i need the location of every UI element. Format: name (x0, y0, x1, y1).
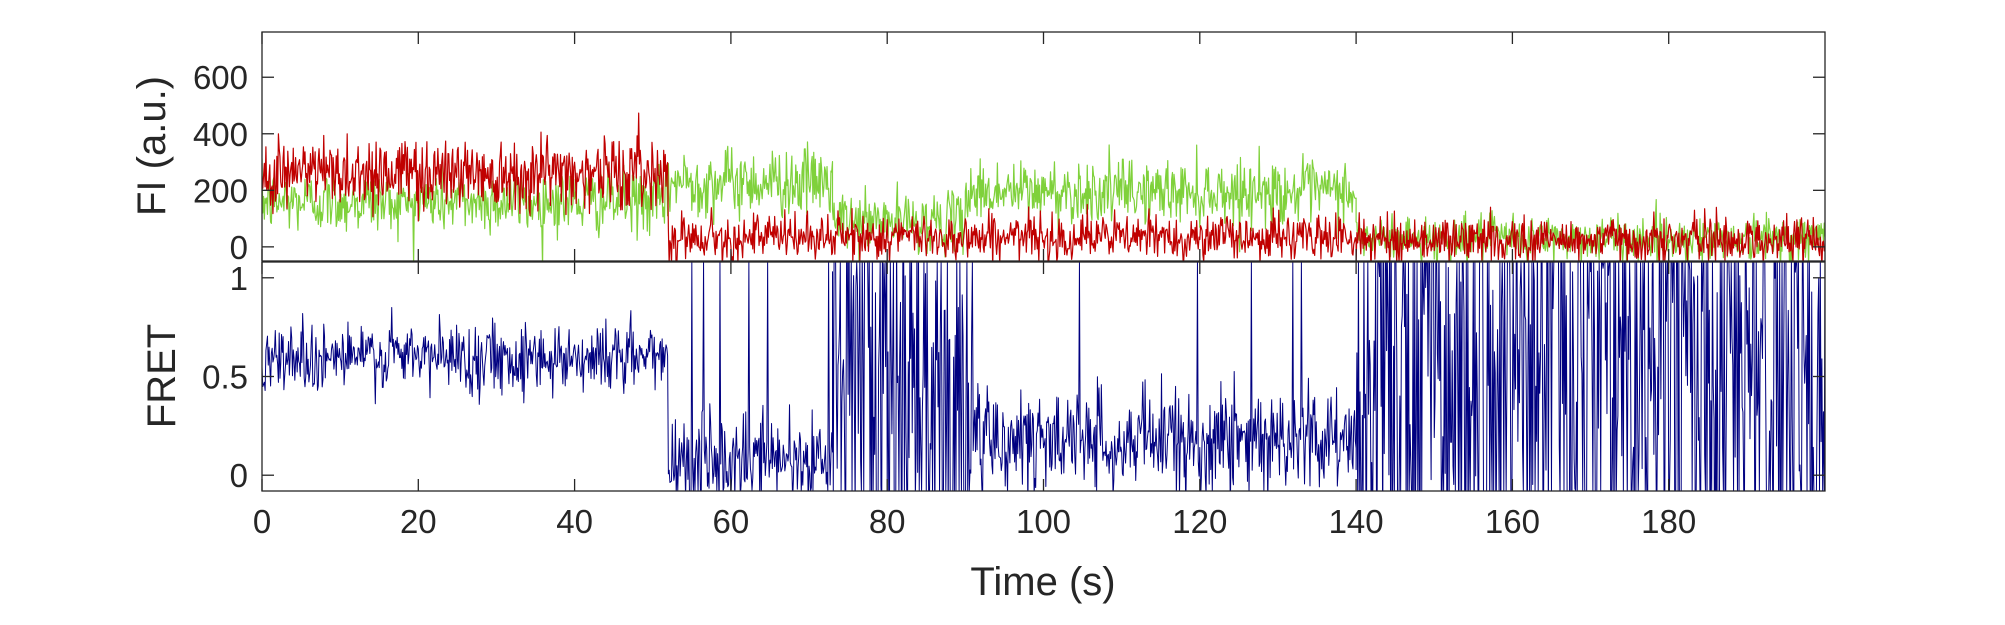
fret-y-ticks: 00.51 (202, 260, 1825, 494)
fret-axes-box (261, 261, 1826, 492)
fret-y-label: FRET (140, 324, 184, 428)
time-x-label: Time (s) (970, 560, 1115, 604)
time-xtick-label: 80 (869, 503, 906, 540)
fret-traces (262, 262, 1825, 491)
fluorescence-series-1 (262, 112, 1825, 261)
fluorescence-axes-box (261, 31, 1826, 262)
time-xtick-label: 0 (253, 503, 271, 540)
time-xtick-label: 40 (556, 503, 593, 540)
fluorescence-y-label: FI (a.u.) (130, 76, 174, 216)
time-x-ticks: 0 20 40 60 80 100 120 140 160 180 (253, 262, 1696, 540)
fluorescence-ytick-label: 600 (193, 59, 248, 96)
fluorescence-panel: 0 200 400 600 FI (a.u.) (130, 31, 1826, 266)
time-xtick-label: 140 (1329, 503, 1384, 540)
time-xtick-label: 160 (1485, 503, 1540, 540)
time-xtick-label: 20 (400, 503, 437, 540)
fluorescence-ytick-label: 200 (193, 172, 248, 209)
fluorescence-ytick-label: 400 (193, 116, 248, 153)
time-xtick-label: 60 (713, 503, 750, 540)
fret-ytick-label: 1 (230, 260, 248, 297)
fluorescence-y-ticks: 0 200 400 600 (193, 32, 1825, 266)
fluorescence-ytick-label: 0 (230, 229, 248, 266)
time-xtick-label: 100 (1016, 503, 1071, 540)
fret-ytick-label: 0.5 (202, 359, 248, 396)
fret-panel: 00.51 0 20 40 60 80 100 120 140 160 180 FRET Time… (140, 260, 1826, 604)
fret-ytick-label: 0 (230, 457, 248, 494)
time-xtick-label: 180 (1641, 503, 1696, 540)
time-xtick-label: 120 (1172, 503, 1227, 540)
fluorescence-traces (262, 112, 1825, 261)
fret-series-0 (262, 262, 1825, 491)
